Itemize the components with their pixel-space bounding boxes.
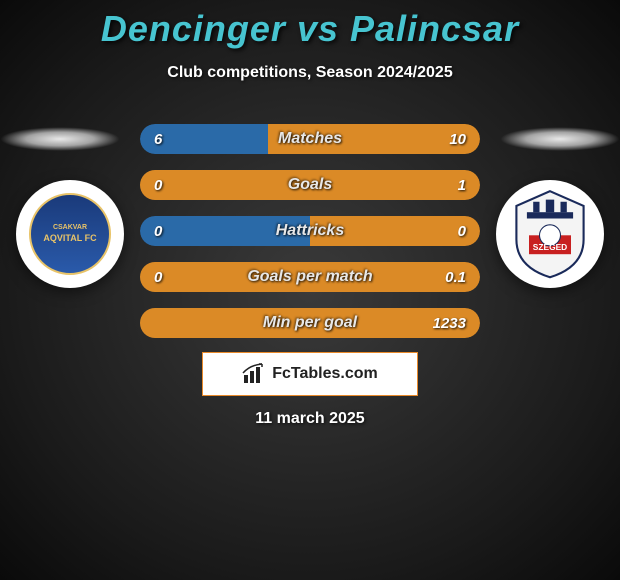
page-title: Dencinger vs Palincsar xyxy=(0,0,620,50)
player-right-shadow xyxy=(500,127,620,151)
stat-bars: Matches610Goals01Hattricks00Goals per ma… xyxy=(140,124,480,354)
footer-date: 11 march 2025 xyxy=(0,410,620,428)
club-badge-right-inner: SZEGED xyxy=(508,189,592,279)
player-left-shadow xyxy=(0,127,120,151)
stat-label: Goals xyxy=(140,176,480,194)
stat-value-right: 0.1 xyxy=(445,269,466,286)
club-sub-left: AQVITAL FC xyxy=(43,234,96,244)
stat-label: Min per goal xyxy=(140,314,480,332)
stat-row: Goals0 1 xyxy=(140,170,480,200)
club-badge-left: CSAKVAR AQVITAL FC xyxy=(16,180,124,288)
stat-value-left: 6 xyxy=(154,131,162,148)
page-subtitle: Club competitions, Season 2024/2025 xyxy=(0,64,620,82)
stat-row: Min per goal1233 xyxy=(140,308,480,338)
stat-row: Hattricks0 0 xyxy=(140,216,480,246)
stat-value-right: 0 xyxy=(458,223,466,240)
club-badge-left-inner: CSAKVAR AQVITAL FC xyxy=(29,193,111,275)
crest-icon: SZEGED xyxy=(508,187,592,282)
stat-row: Matches6 10 xyxy=(140,124,480,154)
club-code-left: CSAKVAR xyxy=(53,224,87,232)
stat-label: Hattricks xyxy=(140,222,480,240)
stat-value-left: 0 xyxy=(154,223,162,240)
stat-row: Goals per match0 0.1 xyxy=(140,262,480,292)
club-badge-right: SZEGED xyxy=(496,180,604,288)
stat-value-left: 0 xyxy=(154,177,162,194)
stat-label: Matches xyxy=(140,130,480,148)
brand-logo: FcTables.com xyxy=(202,352,418,396)
stat-label: Goals per match xyxy=(140,268,480,286)
bar-chart-icon xyxy=(242,363,266,385)
stat-value-right: 1 xyxy=(458,177,466,194)
svg-text:SZEGED: SZEGED xyxy=(533,242,567,252)
brand-text: FcTables.com xyxy=(272,365,378,383)
stat-value-right: 1233 xyxy=(433,315,466,332)
stat-value-right: 10 xyxy=(449,131,466,148)
stat-value-left: 0 xyxy=(154,269,162,286)
